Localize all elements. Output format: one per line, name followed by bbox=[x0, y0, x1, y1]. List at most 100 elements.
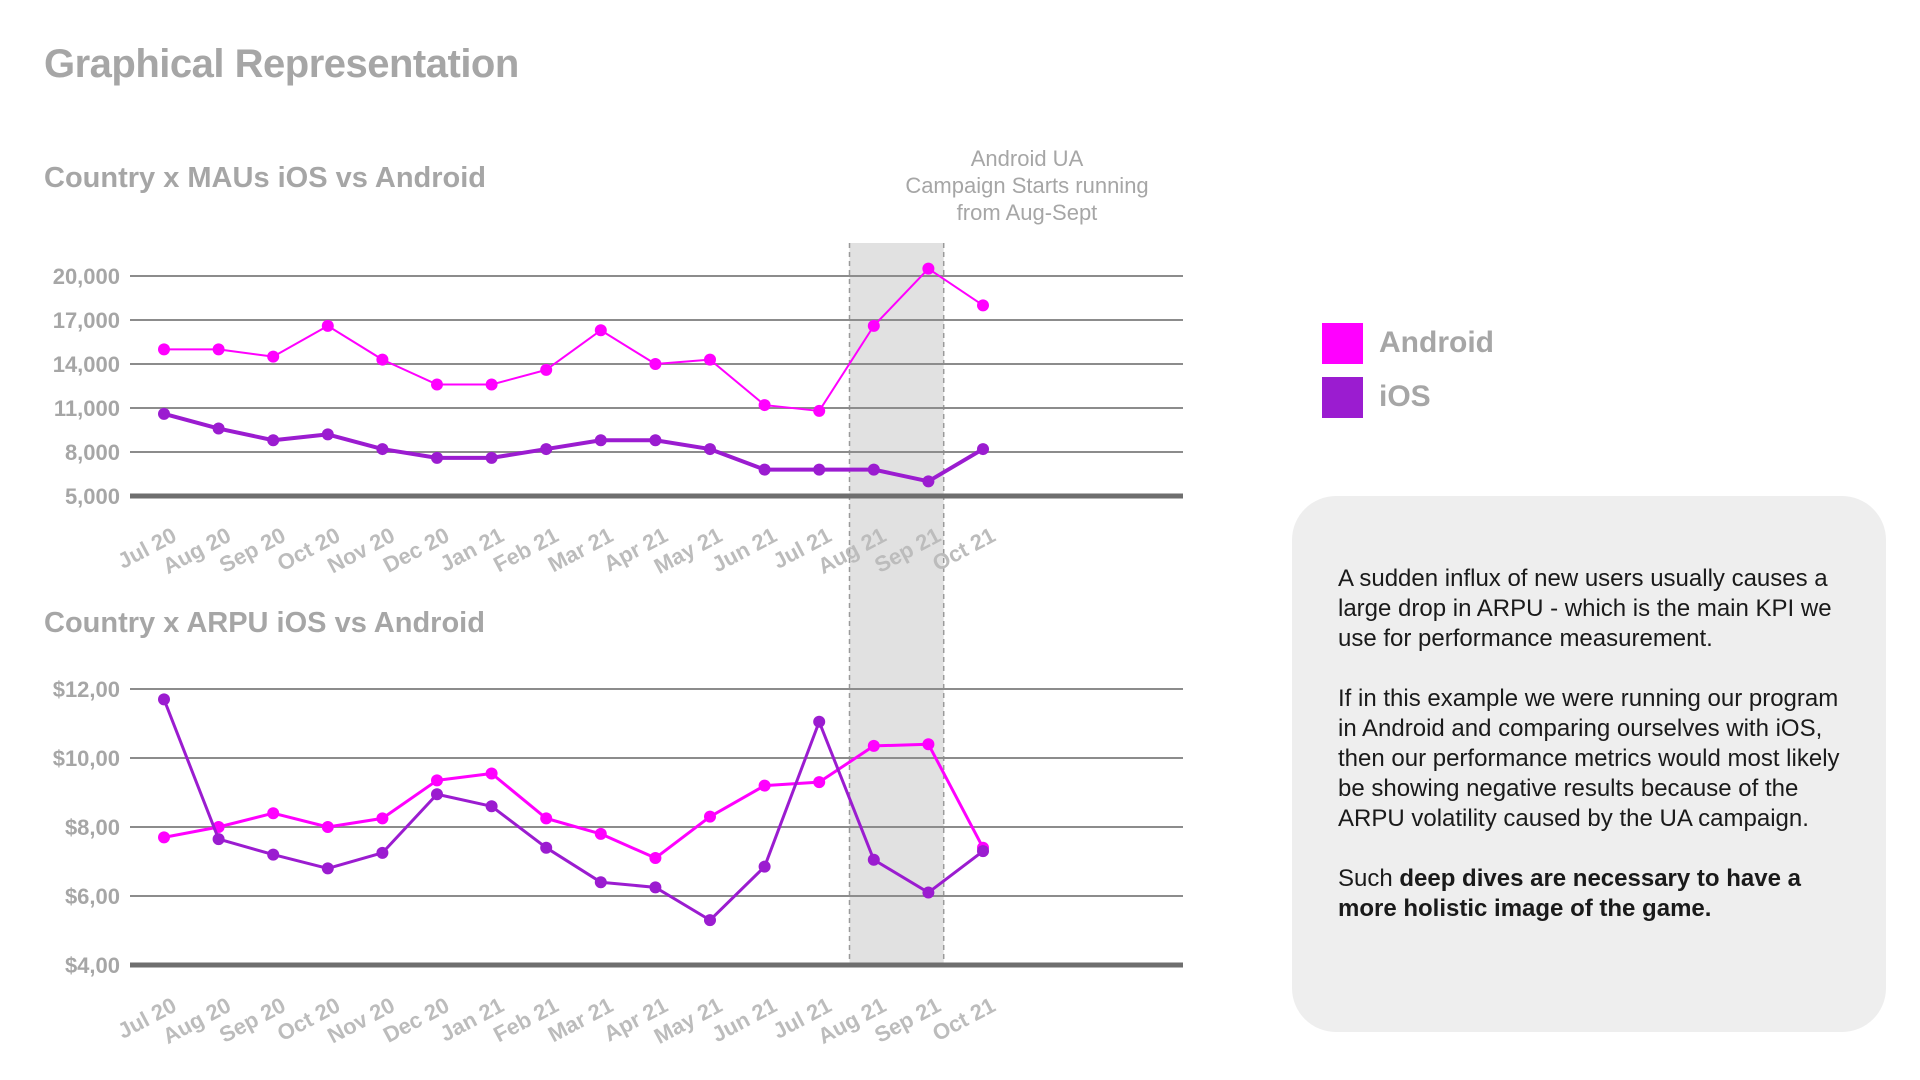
data-point-ios bbox=[813, 463, 826, 476]
data-point-ios bbox=[321, 428, 334, 441]
info-paragraph-3-prefix: Such bbox=[1338, 865, 1400, 892]
data-point-ios bbox=[813, 715, 826, 728]
data-point-ios bbox=[431, 451, 443, 464]
y-tick-label: $10,00 bbox=[53, 746, 120, 771]
data-point-ios bbox=[977, 845, 989, 858]
data-point-ios bbox=[649, 434, 662, 447]
data-point-android bbox=[704, 353, 716, 366]
data-point-android bbox=[212, 343, 225, 356]
legend-label-android: Android bbox=[1379, 326, 1494, 359]
data-point-ios bbox=[431, 788, 443, 801]
data-point-android bbox=[594, 324, 607, 337]
y-tick-label: $12,00 bbox=[53, 677, 120, 702]
y-tick-label: 11,000 bbox=[54, 396, 120, 421]
data-point-ios bbox=[758, 463, 771, 476]
data-point-android bbox=[321, 821, 334, 833]
data-point-ios bbox=[867, 463, 880, 476]
legend-swatch-ios bbox=[1322, 376, 1363, 418]
legend-swatch-android bbox=[1322, 322, 1363, 364]
y-tick-label: $8,00 bbox=[65, 815, 120, 840]
data-point-android bbox=[867, 739, 880, 752]
data-point-android bbox=[594, 827, 607, 840]
data-point-android bbox=[922, 262, 935, 275]
series-line-ios bbox=[162, 698, 984, 922]
info-box: A sudden influx of new users usually cau… bbox=[1292, 496, 1886, 1032]
data-point-android bbox=[649, 358, 662, 370]
data-point-android bbox=[321, 319, 334, 332]
data-point-ios bbox=[267, 434, 280, 447]
data-point-ios bbox=[376, 846, 389, 859]
legend-item-android: Android bbox=[1322, 316, 1494, 370]
annotation-line-2: Campaign Starts running bbox=[905, 173, 1148, 198]
data-point-ios bbox=[922, 886, 935, 899]
y-tick-label: $4,00 bbox=[65, 953, 120, 978]
data-point-android bbox=[540, 812, 553, 825]
series-line-android bbox=[163, 742, 985, 860]
annotation-line-3: from Aug-Sept bbox=[957, 200, 1098, 225]
data-point-ios bbox=[485, 451, 498, 464]
data-point-ios bbox=[704, 443, 716, 456]
series-line-android bbox=[164, 267, 984, 412]
data-point-android bbox=[758, 399, 771, 412]
data-point-android bbox=[485, 767, 498, 780]
data-point-ios bbox=[540, 841, 553, 854]
data-point-android bbox=[158, 343, 170, 356]
data-point-ios bbox=[649, 881, 662, 894]
y-tick-label: $6,00 bbox=[65, 884, 120, 909]
data-point-ios bbox=[977, 443, 989, 456]
highlight-band bbox=[849, 243, 944, 965]
data-point-ios bbox=[321, 862, 334, 875]
data-point-ios bbox=[212, 833, 225, 846]
legend-item-ios: iOS bbox=[1322, 370, 1494, 424]
info-paragraph-3: Such deep dives are necessary to have a … bbox=[1338, 864, 1846, 924]
data-point-android bbox=[267, 350, 280, 363]
y-tick-label: 5,000 bbox=[65, 484, 120, 509]
data-point-android bbox=[813, 776, 826, 789]
data-point-ios bbox=[594, 876, 607, 889]
data-point-android bbox=[758, 779, 771, 792]
data-point-android bbox=[485, 378, 498, 391]
data-point-android bbox=[977, 299, 989, 312]
data-point-android bbox=[431, 774, 443, 787]
data-point-ios bbox=[158, 693, 170, 706]
page-title: Graphical Representation bbox=[44, 42, 519, 86]
data-point-ios bbox=[212, 422, 225, 435]
x-tick-label: Oct 21 bbox=[928, 992, 999, 1046]
chart-title: Country x ARPU iOS vs Android bbox=[44, 607, 485, 639]
data-point-ios bbox=[540, 443, 553, 456]
y-tick-label: 14,000 bbox=[53, 352, 120, 377]
data-point-android bbox=[813, 404, 826, 417]
y-tick-label: 8,000 bbox=[65, 440, 120, 465]
data-point-ios bbox=[758, 860, 771, 873]
y-tick-label: 17,000 bbox=[53, 308, 120, 333]
data-point-android bbox=[540, 363, 553, 376]
data-point-ios bbox=[267, 848, 280, 861]
chart-title: Country x MAUs iOS vs Android bbox=[44, 162, 486, 194]
y-tick-label: 20,000 bbox=[53, 264, 120, 289]
annotation-line-1: Android UA bbox=[971, 146, 1084, 171]
data-point-android bbox=[431, 378, 443, 391]
data-point-ios bbox=[158, 407, 170, 420]
data-point-android bbox=[704, 810, 716, 823]
data-point-android bbox=[922, 738, 935, 751]
data-point-ios bbox=[867, 853, 880, 866]
data-point-ios bbox=[485, 800, 498, 813]
data-point-ios bbox=[704, 914, 716, 927]
legend-label-ios: iOS bbox=[1379, 380, 1431, 413]
data-point-android bbox=[649, 852, 662, 865]
legend: Android iOS bbox=[1322, 316, 1494, 424]
campaign-highlight bbox=[848, 243, 945, 965]
series-line-ios bbox=[163, 411, 985, 484]
data-point-android bbox=[267, 807, 280, 820]
data-point-android bbox=[867, 319, 880, 332]
info-paragraph-1: A sudden influx of new users usually cau… bbox=[1338, 565, 1832, 652]
data-point-android bbox=[158, 831, 170, 844]
data-point-ios bbox=[376, 443, 389, 456]
arpu-chart: Country x ARPU iOS vs Android $4,00 $6,00 $… bbox=[44, 607, 1183, 1049]
data-point-android bbox=[376, 812, 389, 825]
info-paragraph-2: If in this example we were running our p… bbox=[1338, 685, 1840, 832]
data-point-android bbox=[376, 353, 389, 366]
data-point-ios bbox=[594, 434, 607, 447]
info-paragraph-3-bold: deep dives are necessary to have a more … bbox=[1338, 865, 1801, 922]
